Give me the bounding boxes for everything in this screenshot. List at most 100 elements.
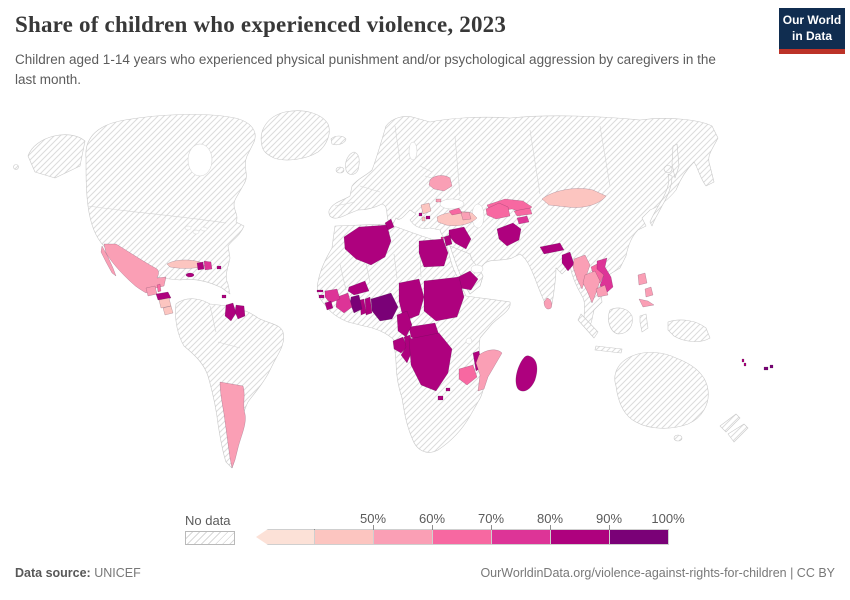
country-guyana[interactable] [224, 302, 237, 322]
owid-logo-line1: Our World [782, 13, 842, 27]
data-countries [100, 175, 774, 469]
legend-no-data-swatch[interactable] [185, 531, 235, 545]
country-eswatini[interactable] [445, 387, 451, 392]
legend-bucket-40-50[interactable]: 50% [315, 511, 386, 545]
country-madagascar[interactable] [515, 355, 538, 392]
country-mexico[interactable] [103, 243, 167, 294]
legend-tick [608, 525, 610, 530]
country-trinidad-and-tobago[interactable] [221, 294, 227, 299]
country-mongolia[interactable] [541, 188, 607, 208]
data-source-label: Data source: [15, 566, 91, 580]
country-montenegro[interactable] [418, 212, 423, 217]
country-nigeria[interactable] [370, 292, 399, 322]
country-sri-lanka[interactable] [543, 297, 553, 310]
great-lake-2 [192, 229, 200, 235]
country-bangladesh[interactable] [561, 251, 575, 272]
landmass-new-zealand-south [727, 423, 749, 443]
country-azerbaijan[interactable] [460, 211, 472, 221]
country-kyrgyzstan[interactable] [513, 207, 533, 217]
country-vanuatu[interactable] [741, 358, 745, 363]
legend-tick [431, 525, 433, 530]
great-lake-1 [184, 225, 192, 231]
legend-no-data[interactable]: No data [185, 513, 235, 545]
landmass-alaska [27, 134, 86, 179]
country-gabon[interactable] [392, 336, 408, 354]
country-guatemala[interactable] [145, 285, 158, 297]
country-tunisia[interactable] [384, 218, 395, 231]
country-gambia[interactable] [316, 289, 324, 293]
black-sea [439, 198, 465, 210]
country-algeria[interactable] [343, 224, 392, 266]
country-cameroon[interactable] [396, 310, 413, 338]
country-belize[interactable] [156, 283, 162, 293]
landmass-greenland [260, 110, 330, 161]
country-costa-rica[interactable] [162, 305, 174, 316]
country-philippines-luzon[interactable] [637, 272, 648, 286]
legend-tick [313, 529, 315, 530]
country-tajikistan[interactable] [516, 215, 530, 225]
country-vanuatu-2[interactable] [743, 362, 747, 367]
legend-tick [490, 525, 492, 530]
country-suriname[interactable] [234, 304, 246, 320]
owid-citation-link[interactable]: OurWorldinData.org/violence-against-righ… [480, 566, 835, 580]
legend-bucket-50-60[interactable]: 60% [374, 511, 445, 545]
hudson-bay [187, 143, 213, 177]
legend-tick [372, 525, 374, 530]
country-philippines-visayas[interactable] [644, 286, 654, 298]
baltic-sea [408, 141, 418, 161]
country-turkmenistan[interactable] [485, 202, 511, 220]
country-moldova[interactable] [435, 198, 442, 203]
country-thailand[interactable] [582, 270, 601, 304]
country-zimbabwe[interactable] [458, 364, 478, 386]
country-sudan[interactable] [423, 276, 465, 322]
legend-bucket-lt40[interactable]: 40% [256, 529, 315, 545]
country-lesotho[interactable] [437, 395, 444, 401]
legend-bucket-60-70[interactable]: 70% [433, 511, 504, 545]
country-guinea-bissau[interactable] [318, 294, 325, 299]
country-cote-divoire[interactable] [335, 292, 353, 314]
legend-tick-label: 80% [536, 511, 564, 526]
country-fiji-2[interactable] [769, 364, 774, 369]
country-dominican-republic[interactable] [203, 260, 213, 271]
country-honduras[interactable] [155, 291, 172, 301]
country-dr-congo[interactable] [408, 332, 453, 392]
landmass-ireland [335, 166, 345, 174]
legend-bucket-90-100[interactable]: 100% [610, 511, 685, 545]
country-sierra-leone[interactable] [324, 300, 334, 311]
country-fiji[interactable] [763, 366, 769, 371]
country-afghanistan[interactable] [496, 222, 522, 247]
country-serbia[interactable] [420, 202, 432, 215]
data-source-note: Data source: UNICEF [15, 566, 141, 580]
country-jamaica[interactable] [185, 272, 195, 278]
owid-logo[interactable]: Our World in Data [779, 8, 845, 54]
country-north-macedonia[interactable] [425, 215, 431, 220]
legend-bucket-70-80[interactable]: 80% [492, 511, 563, 545]
legend-bucket-80-90[interactable]: 90% [551, 511, 622, 545]
country-argentina[interactable] [219, 381, 246, 469]
landmass-sumatra [577, 313, 599, 339]
lake-victoria [465, 337, 473, 345]
landmass-java [594, 345, 623, 354]
country-guinea[interactable] [324, 288, 341, 304]
country-albania[interactable] [421, 216, 426, 222]
legend-tick-label: 40% [300, 511, 328, 526]
country-belarus[interactable] [428, 175, 453, 192]
country-cambodia[interactable] [595, 284, 609, 298]
country-chad[interactable] [398, 278, 425, 322]
country-jordan[interactable] [443, 234, 453, 247]
country-benin[interactable] [364, 296, 373, 316]
country-puerto-rico[interactable] [216, 265, 222, 270]
country-mozambique[interactable] [475, 349, 503, 392]
country-burkina-faso[interactable] [347, 280, 370, 296]
landmass-iceland [330, 135, 347, 146]
country-egypt[interactable] [418, 238, 449, 268]
country-philippines-mindanao[interactable] [638, 298, 655, 308]
country-togo[interactable] [359, 298, 367, 316]
landmass-borneo [608, 307, 633, 335]
country-vietnam[interactable] [596, 257, 614, 296]
country-haiti[interactable] [196, 261, 205, 271]
country-nepal[interactable] [539, 242, 565, 255]
great-lake-3 [200, 226, 208, 232]
landmass-hokkaido [663, 165, 673, 173]
country-mexico-baja[interactable] [100, 245, 117, 277]
